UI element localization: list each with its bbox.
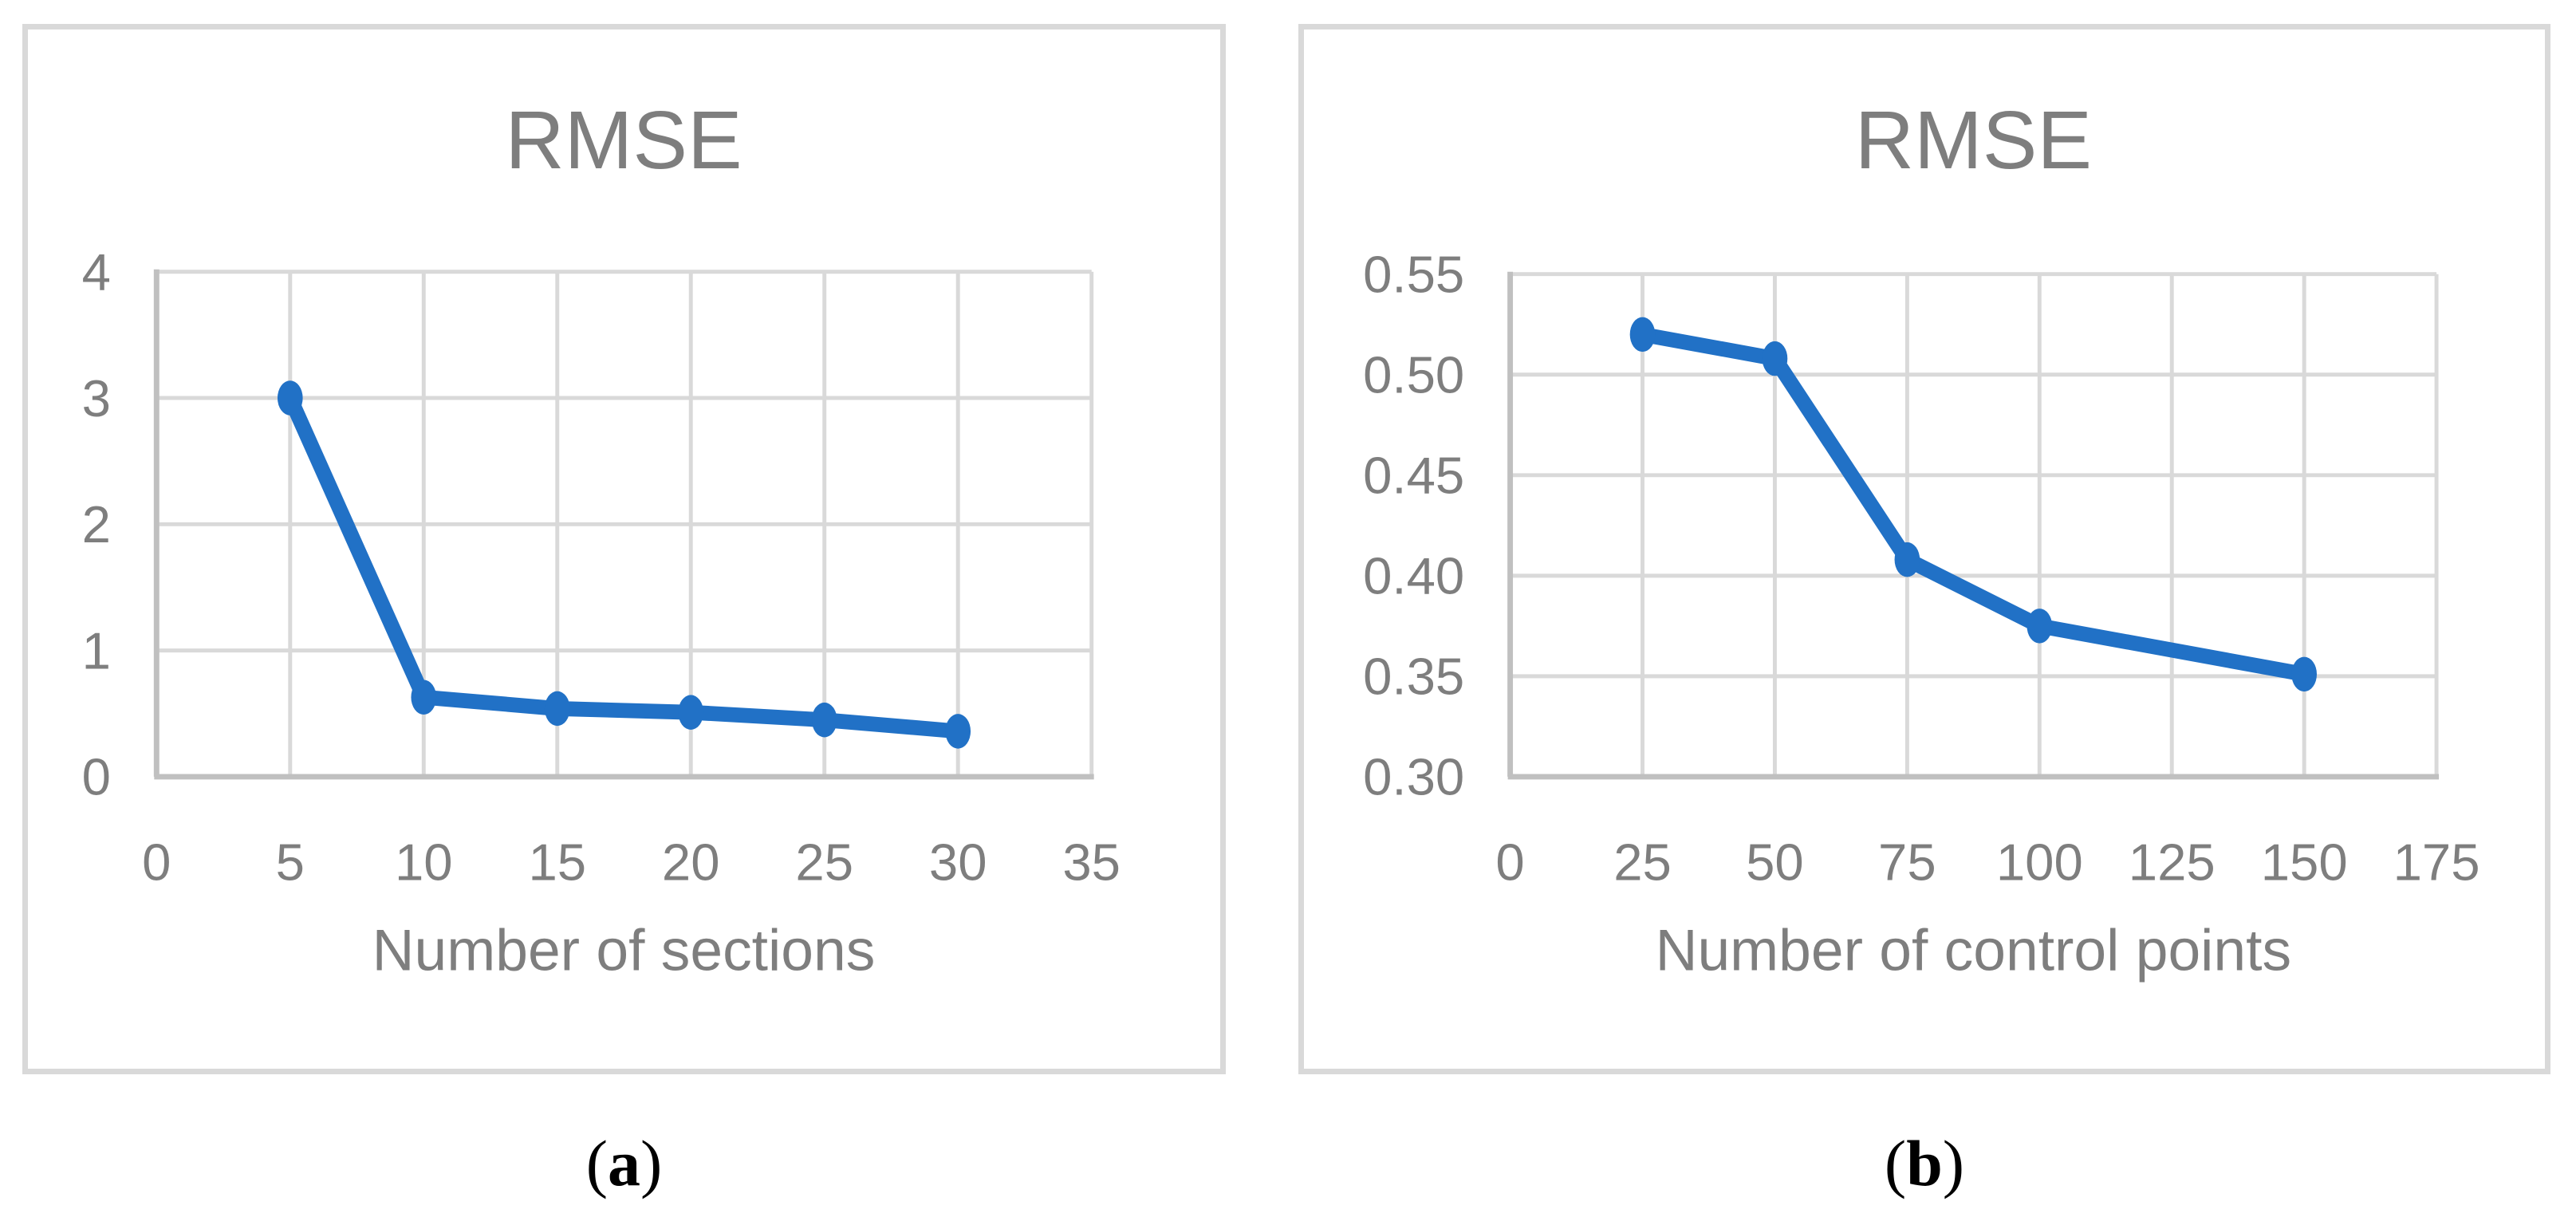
x-tick-label: 25 — [795, 833, 853, 892]
chart-a-canvas: 0 1 2 3 4 0 5 10 15 20 25 30 35 RMSE Number of secti… — [82, 94, 1121, 983]
x-tick-label: 25 — [1613, 833, 1672, 892]
x-tick-label: 100 — [1996, 833, 2083, 892]
y-tick-label: 0.35 — [1363, 648, 1464, 706]
series-line — [1635, 326, 2312, 682]
data-point-marker — [1894, 542, 1920, 577]
data-point-marker — [1629, 317, 1656, 353]
chart-b-plot-area: 0.30 0.35 0.40 0.45 0.50 0.55 0 25 50 75 100 125 150… — [1363, 245, 2479, 891]
y-tick-label: 0 — [82, 748, 111, 806]
data-point-marker — [1762, 341, 1788, 376]
x-tick-label: 30 — [929, 833, 987, 892]
data-point-marker — [678, 695, 704, 730]
caption-b: (b) — [1298, 1126, 2550, 1214]
x-tick-label: 0 — [142, 833, 171, 892]
y-tick-label: 0.55 — [1363, 245, 1464, 303]
x-tick-label: 125 — [2129, 833, 2216, 892]
caption-a-letter: a — [608, 1127, 640, 1199]
caption-b-close-paren: ) — [1942, 1127, 1965, 1199]
y-tick-label: 4 — [82, 242, 111, 301]
y-tick-label: 1 — [82, 621, 111, 679]
chart-b-xaxis-title: Number of control points — [1656, 917, 2291, 983]
chart-b-canvas: 0.30 0.35 0.40 0.45 0.50 0.55 0 25 50 75 100 125 150… — [1363, 94, 2479, 983]
x-tick-label: 5 — [276, 833, 305, 892]
data-point-marker — [2291, 656, 2317, 692]
chart-panel-b: 0.30 0.35 0.40 0.45 0.50 0.55 0 25 50 75 100 125 150… — [1298, 24, 2550, 1074]
y-tick-label: 3 — [82, 369, 111, 427]
data-point-marker — [277, 380, 303, 416]
caption-b-letter: b — [1906, 1127, 1943, 1199]
x-tick-label: 15 — [528, 833, 586, 892]
caption-a-open-paren: ( — [585, 1127, 608, 1199]
chart-panel-a: 0 1 2 3 4 0 5 10 15 20 25 30 35 RMSE Number of secti… — [22, 24, 1226, 1074]
data-point-marker — [544, 691, 570, 727]
x-tick-label: 35 — [1062, 833, 1121, 892]
data-point-marker — [811, 702, 837, 738]
y-tick-label: 0.45 — [1363, 447, 1464, 505]
y-tick-label: 0.50 — [1363, 346, 1464, 404]
series-line — [282, 390, 966, 739]
y-tick-label: 2 — [82, 495, 111, 553]
caption-b-open-paren: ( — [1884, 1127, 1907, 1199]
chart-a-plot-area: 0 1 2 3 4 0 5 10 15 20 25 30 35 — [82, 242, 1121, 891]
x-tick-label: 50 — [1746, 833, 1804, 892]
chart-a-xaxis-title: Number of sections — [372, 917, 876, 983]
caption-a: (a) — [22, 1126, 1226, 1214]
x-tick-label: 75 — [1878, 833, 1936, 892]
x-tick-label: 150 — [2261, 833, 2348, 892]
x-tick-label: 175 — [2393, 833, 2480, 892]
data-point-marker — [2027, 609, 2053, 644]
x-tick-label: 10 — [395, 833, 453, 892]
x-tick-label: 0 — [1495, 833, 1524, 892]
y-tick-label: 0.30 — [1363, 748, 1464, 806]
y-tick-label: 0.40 — [1363, 547, 1464, 605]
caption-a-close-paren: ) — [640, 1127, 663, 1199]
chart-b-title: RMSE — [1855, 94, 2092, 186]
x-tick-label: 20 — [662, 833, 720, 892]
data-point-marker — [945, 714, 971, 749]
chart-a-title: RMSE — [505, 94, 742, 186]
data-point-marker — [411, 679, 437, 715]
